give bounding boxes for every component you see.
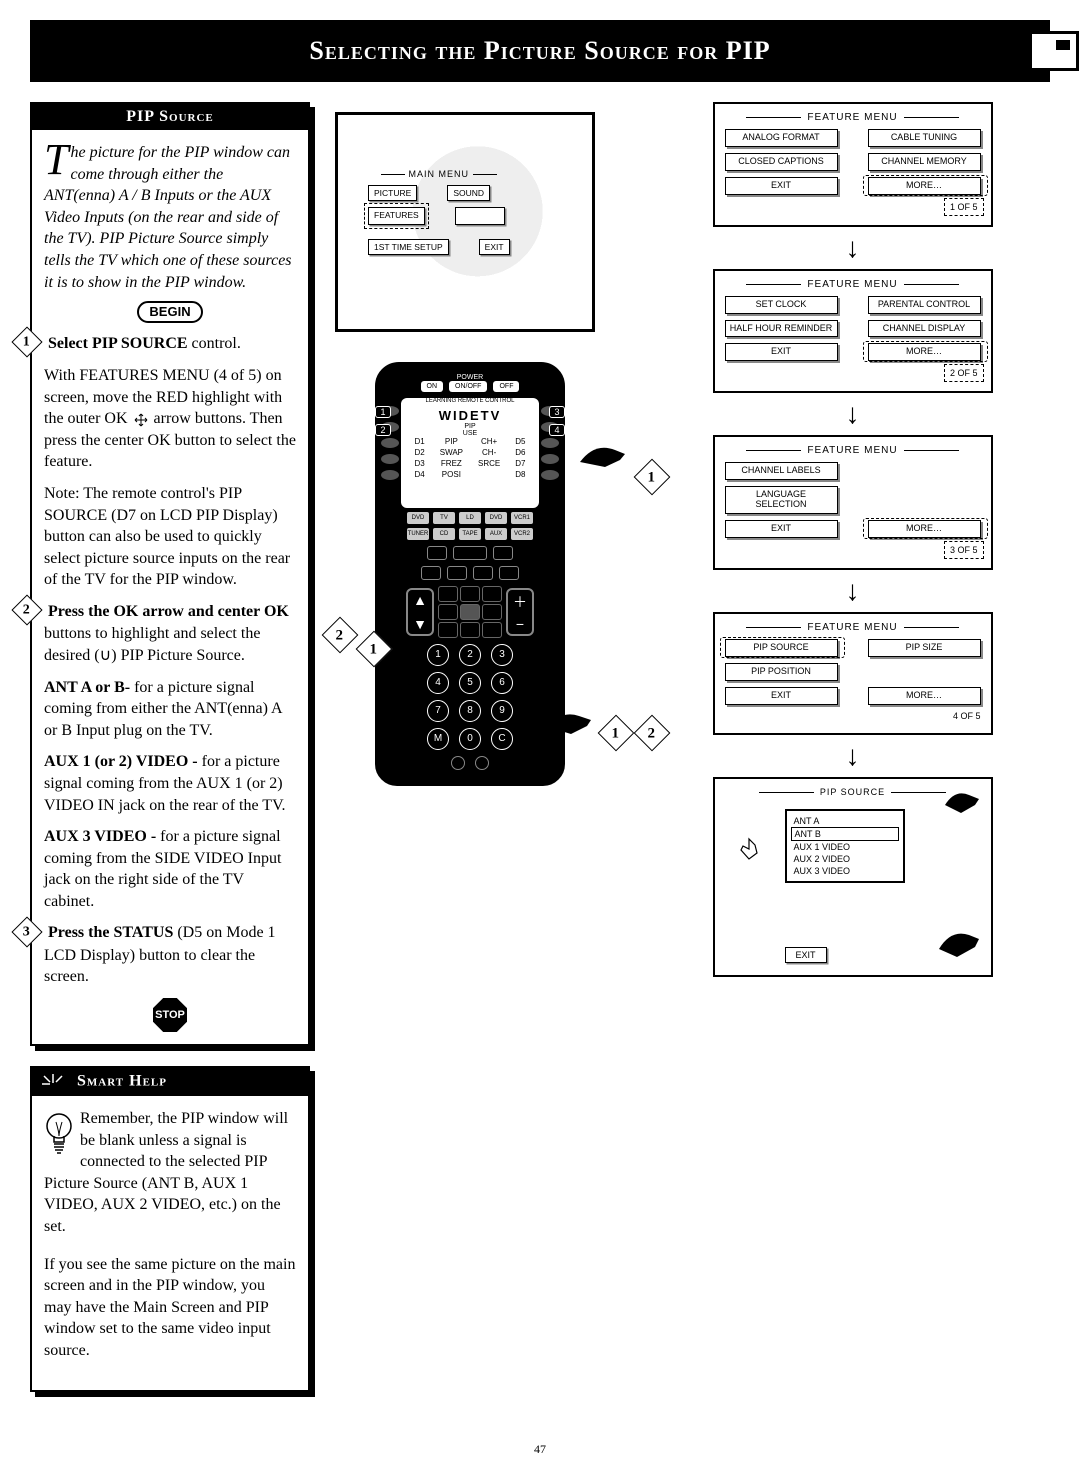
pip-source-option: ANT B xyxy=(791,827,899,841)
remote-diagram: POWER ON ON/OFF OFF 1 2 3 4 LEARNING REM… xyxy=(375,362,595,786)
lightbulb-icon xyxy=(44,1112,74,1156)
step-1-note: Note: The remote control's PIP SOURCE (D… xyxy=(44,483,296,591)
step-diamond-3: 3 xyxy=(11,916,42,947)
arrow-down-icon: ↓ xyxy=(655,235,1050,263)
feature-menu-3: FEATURE MENU CHANNEL LABELS LANGUAGE SEL… xyxy=(713,435,993,570)
step-2: 2 Press the OK arrow and center OK butto… xyxy=(44,601,296,667)
more-highlight: MORE… xyxy=(868,177,981,195)
callout-2-1-mid: 2 1 xyxy=(327,622,387,662)
volume-rocker: ＋− xyxy=(506,588,534,636)
step-3: 3 Press the STATUS (D5 on Mode 1 LCD Dis… xyxy=(44,922,296,988)
menu-sound: SOUND xyxy=(447,185,490,201)
step-diamond-1: 1 xyxy=(11,327,42,358)
pointing-hand-icon xyxy=(543,702,599,746)
arrow-down-icon: ↓ xyxy=(655,578,1050,606)
begin-tag: BEGIN xyxy=(137,301,202,323)
exit-button: EXIT xyxy=(785,947,827,963)
dropcap: T xyxy=(44,142,68,178)
pip-source-option: AUX 1 VIDEO xyxy=(791,841,899,853)
smart-help-p1: Remember, the PIP window will be blank u… xyxy=(44,1108,296,1238)
pointing-hand-icon xyxy=(933,919,983,969)
pip-source-option: ANT A xyxy=(791,815,899,827)
feature-menu-2: FEATURE MENU SET CLOCK PARENTAL CONTROL … xyxy=(713,269,993,394)
pip-source-result: PIP SOURCE ANT AANT BAUX 1 VIDEOAUX 2 VI… xyxy=(713,777,993,977)
pip-source-option: AUX 2 VIDEO xyxy=(791,853,899,865)
pointing-hand-icon xyxy=(941,783,981,819)
menu-first-time: 1ST TIME SETUP xyxy=(368,239,449,255)
arrow-down-icon: ↓ xyxy=(655,743,1050,771)
feature-menu-4: FEATURE MENU PIP SOURCE PIP SIZE PIP POS… xyxy=(713,612,993,735)
burst-icon xyxy=(40,1072,66,1092)
channel-rocker: ▲▼ xyxy=(406,588,434,636)
pip-source-option: AUX 3 VIDEO xyxy=(791,865,899,877)
tv-diagram: MAIN MENU PICTURE SOUND FEATURES 1ST TIM… xyxy=(335,112,595,332)
pip-source-highlight: PIP SOURCE xyxy=(725,639,838,657)
remote-lcd: LEARNING REMOTE CONTROL WIDETV PIPUSE D1… xyxy=(401,398,539,508)
menu-exit: EXIT xyxy=(479,239,510,255)
menu-picture: PICTURE xyxy=(368,185,417,201)
pip-source-section: PIP Source The picture for the PIP windo… xyxy=(30,102,310,1046)
smart-help-header: Smart Help xyxy=(32,1068,308,1096)
pip-tv-icon xyxy=(1029,31,1079,71)
page-number: 47 xyxy=(30,1442,1050,1457)
callout-1-top: 1 xyxy=(575,432,665,490)
arrow-cross-icon xyxy=(132,413,150,427)
callout-1-2-bottom: 1 2 xyxy=(543,702,665,746)
page-title-bar: Selecting the Picture Source for PIP xyxy=(30,20,1050,82)
arrow-down-icon: ↓ xyxy=(655,401,1050,429)
intro-text: The picture for the PIP window can come … xyxy=(44,142,296,293)
cursor-hand-icon xyxy=(733,837,763,861)
menu-features: FEATURES xyxy=(368,207,425,225)
step-1: 1 Select PIP SOURCE control. xyxy=(44,333,296,355)
section-header: PIP Source xyxy=(32,104,308,130)
step-diamond-2: 2 xyxy=(11,595,42,626)
pointing-hand-icon xyxy=(575,432,635,482)
ok-arrow-pad xyxy=(438,586,502,638)
stop-tag: STOP xyxy=(153,998,187,1032)
page-title: Selecting the Picture Source for PIP xyxy=(309,36,770,65)
feature-menu-1: FEATURE MENU ANALOG FORMAT CABLE TUNING … xyxy=(713,102,993,227)
smart-help-p2: If you see the same picture on the main … xyxy=(44,1254,296,1362)
smart-help-section: Smart Help Remember, the PIP window will… xyxy=(30,1066,310,1392)
